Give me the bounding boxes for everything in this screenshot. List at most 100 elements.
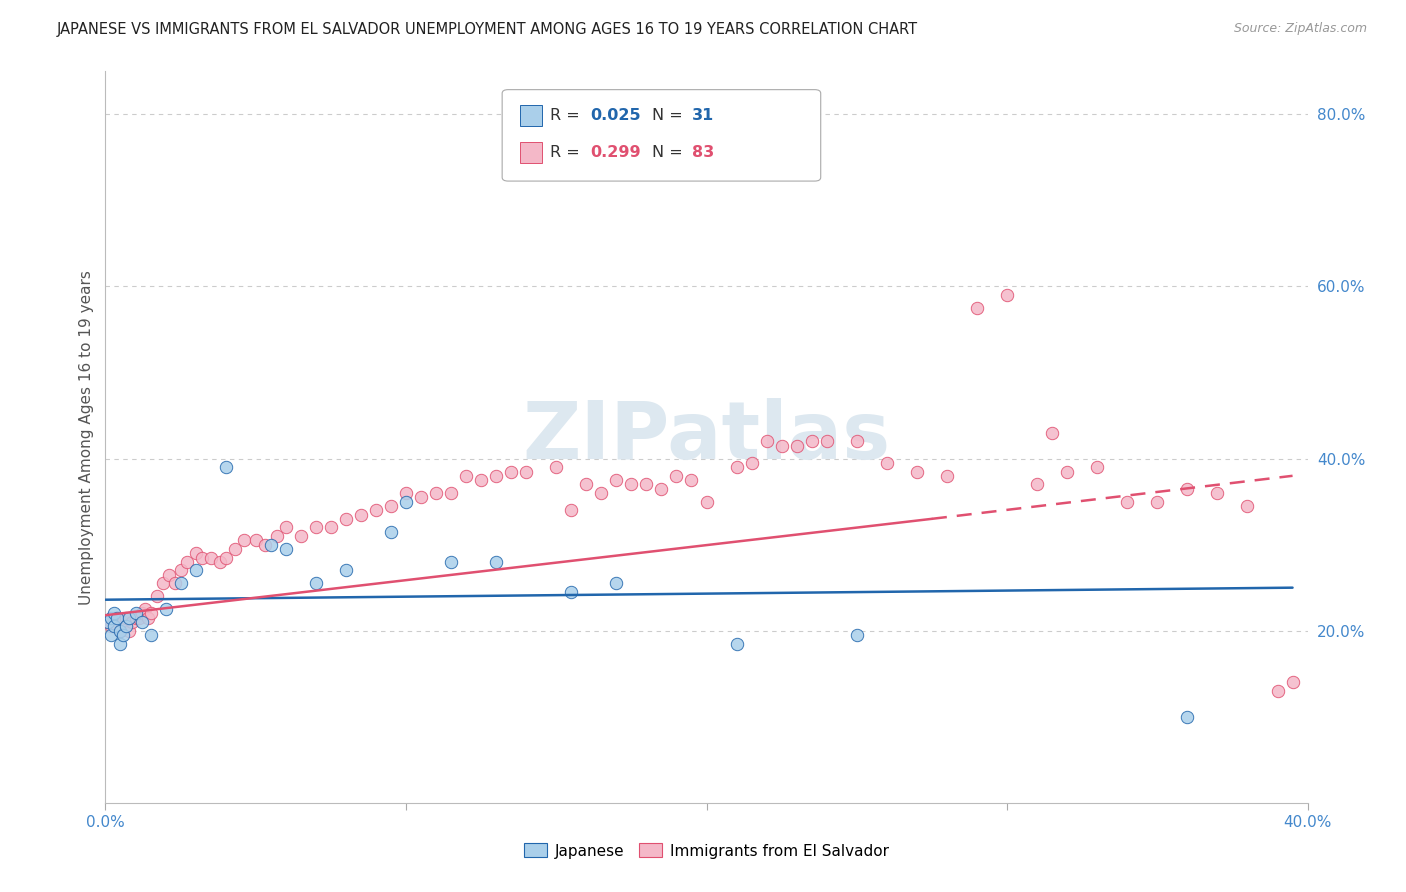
Point [1146,494,1168,508]
Point [260,538,283,552]
Point [290,529,312,543]
Point [1085,460,1108,475]
Point [253,538,276,552]
Point [184,546,207,560]
Text: JAPANESE VS IMMIGRANTS FROM EL SALVADOR UNEMPLOYMENT AMONG AGES 16 TO 19 YEARS C: JAPANESE VS IMMIGRANTS FROM EL SALVADOR … [56,22,917,37]
FancyBboxPatch shape [520,105,541,126]
Point [335,512,357,526]
Text: N =: N = [652,108,689,123]
Point [815,434,838,449]
Point [157,567,180,582]
Point [1236,499,1258,513]
Point [470,473,492,487]
Point [800,434,823,449]
Text: ZIPatlas: ZIPatlas [523,398,890,476]
Point [350,508,373,522]
Point [110,637,132,651]
Point [145,589,167,603]
Point [139,628,162,642]
Point [115,619,138,633]
Point [966,301,988,315]
Point [305,576,328,591]
Point [319,520,342,534]
Point [681,473,703,487]
Point [425,486,447,500]
Point [605,576,627,591]
Point [139,607,162,621]
Point [110,624,132,638]
Point [169,576,191,591]
Point [112,628,135,642]
Point [725,637,748,651]
Point [454,468,477,483]
Point [176,555,198,569]
Point [636,477,658,491]
Point [591,486,613,500]
Point [97,615,120,629]
Point [155,602,177,616]
Point [169,564,191,578]
Point [560,503,582,517]
Point [103,607,125,621]
Point [184,564,207,578]
Point [274,541,297,556]
Point [224,541,246,556]
Point [134,602,156,616]
Point [1040,425,1063,440]
Text: 31: 31 [692,108,714,123]
Point [440,486,463,500]
Point [1281,675,1303,690]
Point [214,460,236,475]
FancyBboxPatch shape [502,90,821,181]
Point [208,555,231,569]
Point [1056,465,1078,479]
Point [380,499,402,513]
Point [515,465,537,479]
Text: N =: N = [652,145,689,160]
Point [152,576,174,591]
Point [395,494,418,508]
Point [245,533,267,548]
Point [274,520,297,534]
Point [100,628,122,642]
Point [876,456,898,470]
Point [100,611,122,625]
Point [1206,486,1229,500]
Point [696,494,718,508]
Point [741,456,763,470]
Point [786,439,808,453]
Point [107,611,129,625]
Point [103,619,125,633]
Point [845,434,868,449]
Point [100,619,122,633]
Point [214,550,236,565]
Point [620,477,643,491]
Text: 83: 83 [692,145,714,160]
Legend: Japanese, Immigrants from El Salvador: Japanese, Immigrants from El Salvador [517,838,896,864]
Point [605,473,627,487]
Point [121,615,143,629]
Point [266,529,288,543]
Point [936,468,959,483]
Point [107,619,129,633]
Point [725,460,748,475]
Point [1175,482,1198,496]
Point [124,611,146,625]
Point [845,628,868,642]
Point [124,607,146,621]
Point [485,555,508,569]
Point [163,576,186,591]
Point [118,624,141,638]
Point [131,615,153,629]
Point [190,550,212,565]
Point [1267,684,1289,698]
Point [115,611,138,625]
Text: Source: ZipAtlas.com: Source: ZipAtlas.com [1233,22,1367,36]
Point [118,611,141,625]
Text: 0.299: 0.299 [591,145,641,160]
Point [131,607,153,621]
Point [200,550,222,565]
Point [440,555,463,569]
Text: 0.025: 0.025 [591,108,641,123]
Point [364,503,387,517]
